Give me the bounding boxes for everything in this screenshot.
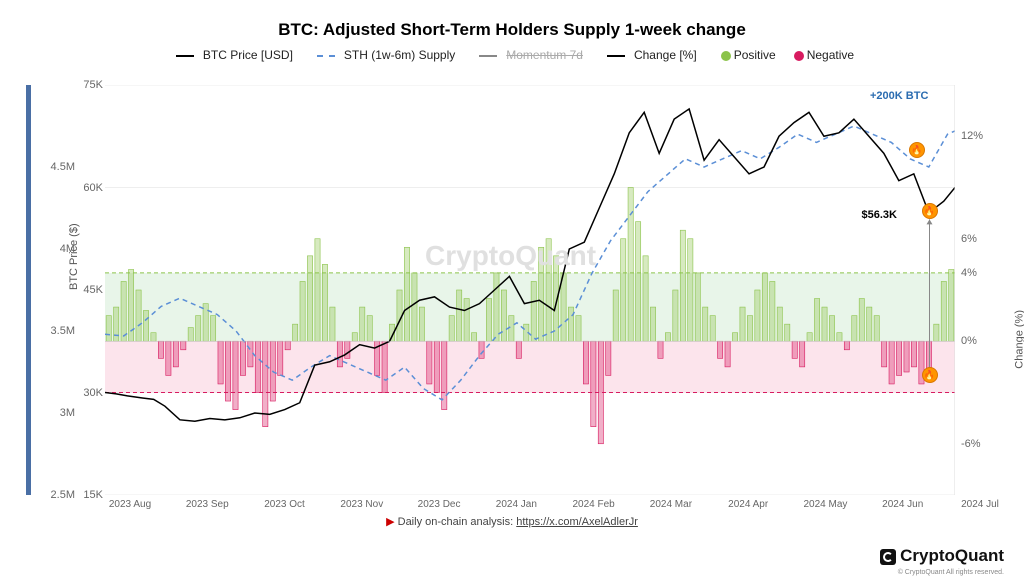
y-tick-inner: 15K — [77, 489, 103, 501]
chart-svg — [105, 85, 955, 495]
y-tick-right: 12% — [961, 130, 991, 142]
y-tick-outer: 3.5M — [40, 325, 75, 337]
x-tick: 2023 Dec — [418, 499, 461, 510]
copyright: © CryptoQuant All rights reserved. — [898, 569, 1004, 576]
chart-container: BTC: Adjusted Short-Term Holders Supply … — [0, 0, 1024, 576]
y-tick-right: -6% — [961, 438, 991, 450]
fire-icon: 🔥 — [922, 367, 938, 383]
x-tick: 2024 Mar — [650, 499, 692, 510]
brand-text: CryptoQuant — [900, 546, 1004, 565]
fire-icon: 🔥 — [909, 142, 925, 158]
x-tick: 2023 Sep — [186, 499, 229, 510]
y-axis-right-label: Change (%) — [1014, 310, 1024, 369]
y-axis-inner-label: BTC Price ($) — [68, 223, 80, 290]
footer-note-arrow: ▶ — [386, 516, 394, 528]
y-tick-outer: 2.5M — [40, 489, 75, 501]
footer-note-text: Daily on-chain analysis: — [398, 516, 517, 528]
x-tick: 2024 May — [803, 499, 847, 510]
fire-icon: 🔥 — [922, 203, 938, 219]
y-tick-outer: 4M — [40, 243, 75, 255]
x-tick: 2023 Aug — [109, 499, 151, 510]
x-tick: 2023 Oct — [264, 499, 305, 510]
x-tick: 2023 Nov — [340, 499, 383, 510]
annotation-price: $56.3K — [862, 209, 897, 221]
y-tick-outer: 4.5M — [40, 161, 75, 173]
footer-note-link[interactable]: https://x.com/AxelAdlerJr — [516, 516, 638, 528]
y-tick-right: 4% — [961, 267, 991, 279]
y-tick-inner: 75K — [77, 79, 103, 91]
x-tick: 2024 Jul — [961, 499, 999, 510]
x-tick: 2024 Jun — [882, 499, 923, 510]
y-tick-right: 0% — [961, 335, 991, 347]
y-tick-inner: 30K — [77, 387, 103, 399]
chart-title: BTC: Adjusted Short-Term Holders Supply … — [0, 20, 1024, 40]
y-tick-right: 6% — [961, 233, 991, 245]
x-tick: 2024 Apr — [728, 499, 768, 510]
annotation-supply-inflow: +200K BTC — [870, 90, 928, 102]
chart-plot-area: CryptoQuant — [105, 85, 955, 495]
x-tick: 2024 Feb — [572, 499, 614, 510]
brand-icon — [880, 549, 896, 565]
legend: BTC Price [USD]STH (1w-6m) SupplyMomentu… — [0, 48, 1024, 62]
y-tick-inner: 45K — [77, 284, 103, 296]
x-tick: 2024 Jan — [496, 499, 537, 510]
y-tick-outer: 3M — [40, 407, 75, 419]
brand-logo: CryptoQuant — [880, 546, 1004, 566]
footer-note: ▶ Daily on-chain analysis: https://x.com… — [0, 515, 1024, 528]
y-tick-inner: 60K — [77, 182, 103, 194]
left-accent-bar — [26, 85, 31, 495]
